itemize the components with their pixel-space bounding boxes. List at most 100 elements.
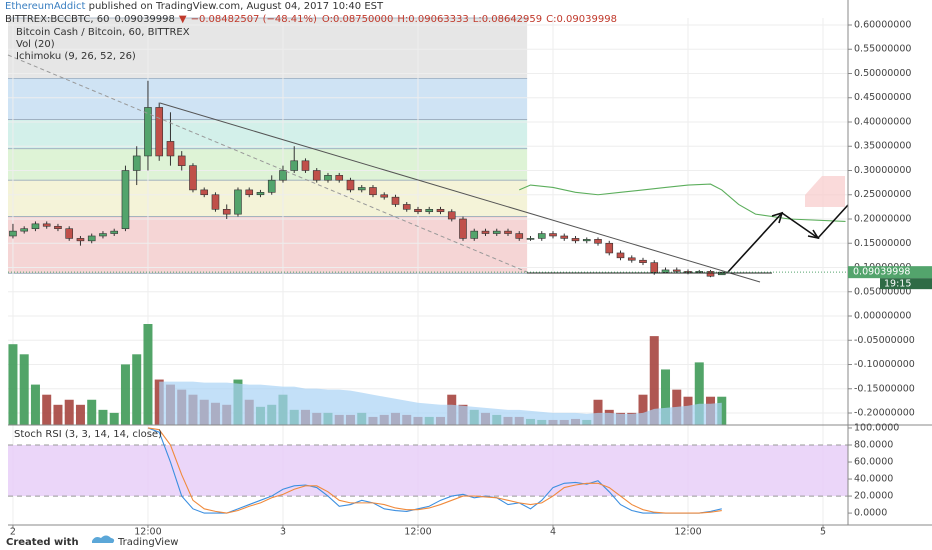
candle-body — [560, 235, 569, 239]
volume-bar — [109, 412, 119, 425]
x-tick-label: 5 — [820, 527, 826, 538]
candle-body — [526, 238, 535, 240]
candle-body — [402, 204, 411, 210]
dashed-trend-line — [7, 54, 528, 273]
candle-body — [279, 170, 287, 181]
candle-body — [447, 211, 456, 220]
projection-arrow — [727, 204, 849, 273]
stoch-line — [147, 427, 722, 514]
mark-layer — [9, 80, 846, 514]
candle-body — [425, 209, 434, 213]
arrow-head — [771, 211, 784, 224]
candle-body — [200, 189, 209, 196]
countdown-box — [880, 278, 932, 290]
footer-created: Created with — [6, 537, 79, 548]
volume-bar — [30, 384, 40, 425]
x-tick-label: 3 — [280, 527, 286, 538]
volume-bar — [75, 404, 85, 425]
fib-band — [8, 180, 528, 217]
y-tick-label: 0.20000000 — [854, 214, 911, 225]
y-tick-label: 0.15000000 — [854, 238, 911, 249]
candle-body — [290, 160, 299, 171]
candle-body — [594, 239, 602, 244]
volume-bar — [120, 364, 130, 425]
y-tick-label: 0.35000000 — [854, 141, 911, 152]
symbol: BITTREX:BCCBTC, 60 — [5, 14, 109, 25]
y-tick-label: 0.0000 — [854, 508, 887, 519]
high: H:0.09063333 — [397, 14, 468, 25]
open: O:0.08750000 — [322, 14, 394, 25]
candle-body — [346, 179, 355, 191]
candle-body — [144, 107, 152, 157]
stoch-band — [8, 445, 848, 497]
candle-body — [110, 230, 119, 234]
pane-title: Bitcoin Cash / Bitcoin, 60, BITTREX — [16, 27, 190, 38]
header-line: EthereumAddict published on TradingView.… — [5, 1, 384, 12]
candle-body — [706, 271, 715, 277]
candle-body — [504, 230, 512, 234]
y-tick-label: 20.0000 — [854, 491, 893, 502]
volume-label: Vol (20) — [16, 39, 55, 50]
candle-body — [42, 223, 51, 227]
candle-body — [76, 238, 85, 242]
volume-bar — [593, 399, 603, 425]
candle-body — [121, 170, 130, 230]
low: L:0.08642959 — [473, 14, 542, 25]
volume-bar — [132, 354, 142, 425]
candle-body — [515, 233, 524, 239]
candle-body — [20, 228, 29, 232]
stoch-label: Stoch RSI (3, 3, 14, 14, close) — [14, 429, 162, 440]
y-tick-label: -0.10000000 — [854, 359, 915, 370]
volume-ma-area — [159, 381, 722, 425]
candle-body — [582, 239, 591, 242]
candle-body — [380, 194, 389, 198]
countdown-label: 19:15 — [884, 279, 911, 290]
fib-band — [8, 18, 528, 79]
volume-bar — [143, 324, 153, 425]
candle-body — [627, 257, 636, 261]
candle-body — [324, 175, 332, 181]
candle-body — [99, 233, 107, 237]
price-tag — [848, 266, 932, 279]
candle-body — [312, 170, 321, 181]
candle-body — [234, 189, 242, 215]
candle-body — [65, 228, 74, 239]
candle-body — [301, 160, 310, 171]
trend-line — [159, 102, 761, 283]
volume-bar — [8, 344, 18, 425]
candle-body — [177, 155, 186, 166]
candle-body — [436, 209, 445, 213]
candle-body — [684, 271, 692, 273]
candle-body — [256, 192, 265, 196]
last: 0.09039998 — [114, 14, 174, 25]
ichimoku-line — [519, 183, 846, 222]
y-tick-label: 100.0000 — [854, 422, 899, 433]
candle-body — [189, 165, 197, 191]
y-tick-label: 0.55000000 — [854, 44, 911, 55]
close: C:0.09039998 — [546, 14, 617, 25]
x-tick-label: 12:00 — [134, 527, 161, 538]
candle-body — [222, 209, 231, 215]
arrow: ▼ — [179, 14, 187, 25]
stoch-line — [147, 427, 722, 514]
y-tick-label: 0.50000000 — [854, 68, 911, 79]
x-tick-label: 4 — [550, 527, 556, 538]
volume-bar — [53, 404, 63, 425]
volume-bar — [19, 354, 29, 425]
candle-body — [481, 230, 490, 234]
fib-band — [8, 148, 528, 181]
y-tick-label: 0.25000000 — [854, 189, 911, 200]
y-tick-label: -0.05000000 — [854, 335, 915, 346]
author: EthereumAddict — [5, 1, 85, 12]
price-tag-label: 0.09039998 — [853, 267, 910, 278]
fib-band — [8, 78, 528, 120]
volume-bar — [64, 399, 74, 425]
candle-body — [9, 230, 17, 237]
candle-body — [537, 233, 546, 239]
candle-body — [357, 187, 366, 191]
y-tick-label: 0.60000000 — [854, 19, 911, 30]
y-tick-label: -0.15000000 — [854, 383, 915, 394]
candle-body — [672, 269, 681, 272]
volume-bar — [649, 336, 659, 425]
